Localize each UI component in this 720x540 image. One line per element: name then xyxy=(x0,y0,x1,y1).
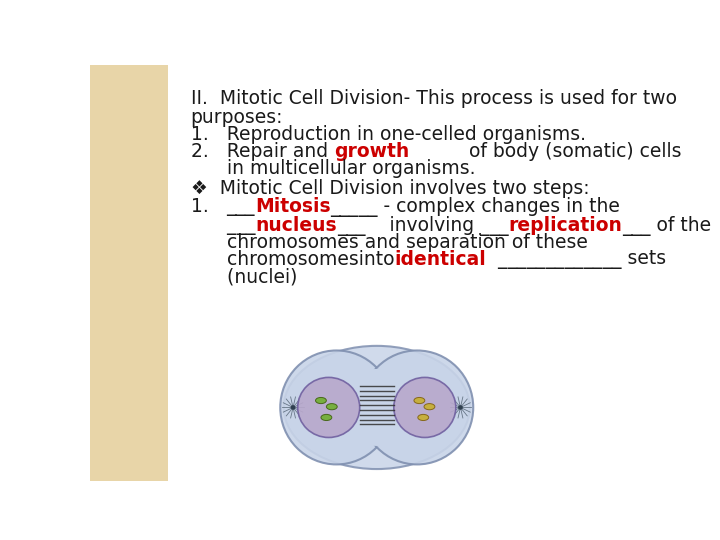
Text: ___: ___ xyxy=(227,197,255,216)
Text: replication: replication xyxy=(508,215,622,235)
Bar xyxy=(90,65,168,481)
Text: _____________ sets: _____________ sets xyxy=(486,249,666,268)
Text: 1.   Reproduction in one-celled organisms.: 1. Reproduction in one-celled organisms. xyxy=(191,125,586,144)
Text: Mitosis: Mitosis xyxy=(255,197,330,216)
Text: ___: ___ xyxy=(191,215,256,235)
Text: ___    involving ___: ___ involving ___ xyxy=(337,215,508,236)
Ellipse shape xyxy=(424,403,435,410)
Ellipse shape xyxy=(361,350,473,464)
Ellipse shape xyxy=(297,377,360,437)
Ellipse shape xyxy=(280,350,392,464)
Ellipse shape xyxy=(321,414,332,421)
Ellipse shape xyxy=(284,346,469,469)
Text: chromosomes and separation of these: chromosomes and separation of these xyxy=(191,233,588,252)
Text: _____ - complex changes in the: _____ - complex changes in the xyxy=(330,197,621,217)
Text: growth: growth xyxy=(334,142,409,161)
Text: chromosomesinto: chromosomesinto xyxy=(191,249,395,268)
Text: identical: identical xyxy=(395,249,486,268)
Ellipse shape xyxy=(394,377,456,437)
Text: ❖  Mitotic Cell Division involves two steps:: ❖ Mitotic Cell Division involves two ste… xyxy=(191,179,590,198)
Text: nucleus: nucleus xyxy=(256,215,337,235)
Circle shape xyxy=(458,405,463,410)
Ellipse shape xyxy=(326,403,337,410)
Text: ___ of the: ___ of the xyxy=(622,215,711,236)
Ellipse shape xyxy=(315,397,326,403)
Text: of body (somatic) cells: of body (somatic) cells xyxy=(409,142,682,161)
Ellipse shape xyxy=(346,369,408,446)
Text: 2.   Repair and: 2. Repair and xyxy=(191,142,334,161)
Text: 1.: 1. xyxy=(191,197,227,216)
Text: in multicellular organisms.: in multicellular organisms. xyxy=(191,159,475,178)
Circle shape xyxy=(291,405,295,410)
Ellipse shape xyxy=(414,397,425,403)
Text: (nuclei): (nuclei) xyxy=(191,267,297,286)
Text: II.  Mitotic Cell Division- This process is used for two: II. Mitotic Cell Division- This process … xyxy=(191,90,677,109)
Ellipse shape xyxy=(418,414,428,421)
Text: purposes:: purposes: xyxy=(191,108,283,127)
